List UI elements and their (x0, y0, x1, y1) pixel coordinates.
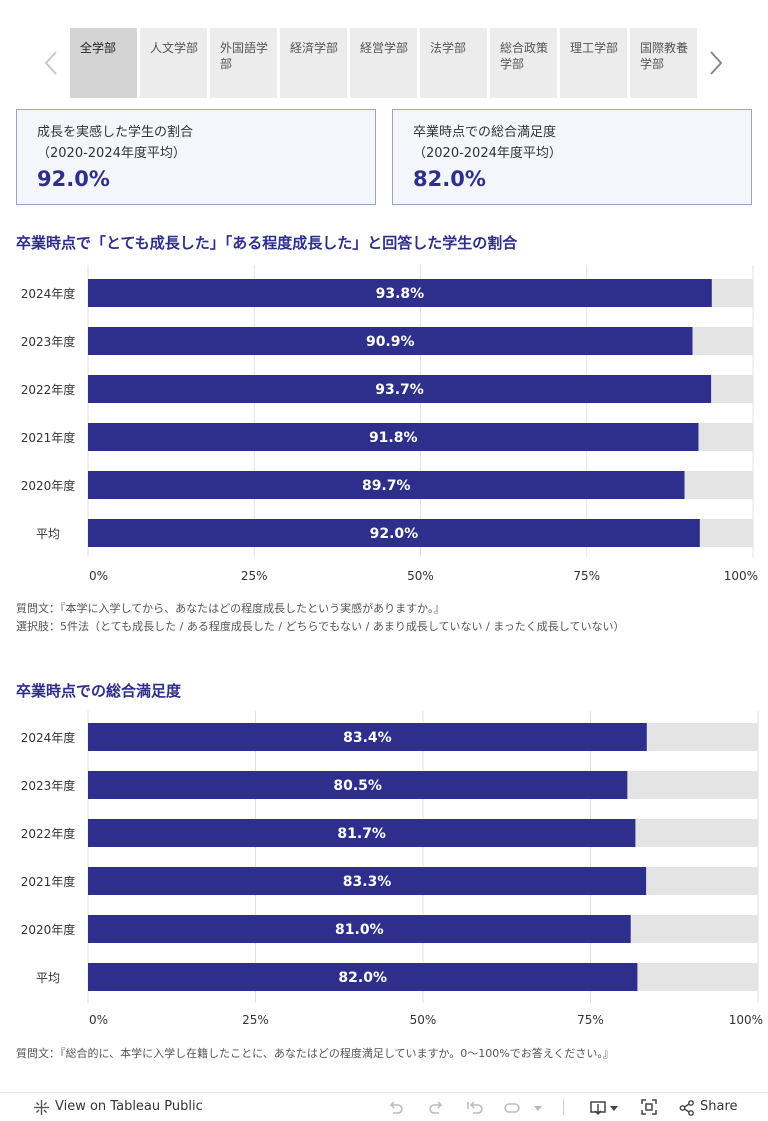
revert-icon[interactable] (466, 1100, 484, 1116)
category-label: 平均 (36, 527, 60, 541)
bar[interactable] (88, 915, 631, 943)
bar-value-label: 83.3% (343, 874, 392, 890)
chart-satisfaction-notes: 質問文：『総合的に、本学に入学し在籍したことに、あなたはどの程度満足していますか… (16, 1045, 614, 1063)
view-on-tableau-link[interactable]: View on Tableau Public (55, 1099, 203, 1114)
bar-value-label: 81.7% (337, 826, 386, 842)
tab-department[interactable]: 全学部 (70, 28, 137, 98)
kpi-growth-label: 成長を実感した学生の割合 （2020-2024年度平均） (37, 125, 194, 161)
x-tick-label: 50% (410, 1013, 437, 1027)
tableau-logo-icon (34, 1100, 49, 1115)
kpi-growth-card: 成長を実感した学生の割合 （2020-2024年度平均） 92.0% (16, 109, 376, 205)
bar[interactable] (88, 471, 685, 499)
kpi-growth-value: 92.0% (37, 167, 110, 191)
category-label: 2024年度 (21, 730, 76, 745)
bar[interactable] (88, 327, 693, 355)
category-label: 2022年度 (21, 826, 76, 841)
category-label: 2020年度 (21, 478, 76, 493)
refresh-icon[interactable] (504, 1100, 544, 1116)
bar-value-label: 89.7% (362, 478, 411, 494)
tab-department[interactable]: 経済学部 (280, 28, 347, 98)
bar[interactable] (88, 723, 647, 751)
bar[interactable] (88, 519, 700, 547)
tab-department[interactable]: 国際教養学部 (630, 28, 697, 98)
share-button[interactable]: Share (700, 1099, 738, 1114)
download-icon[interactable] (590, 1100, 620, 1116)
tab-department[interactable]: 経営学部 (350, 28, 417, 98)
bar[interactable] (88, 279, 712, 307)
department-tabs: 全学部 人文学部 外国語学部 経済学部 経営学部 法学部 総合政策学部 理工学部 国際教養学部 (0, 26, 768, 100)
kpi-satisfaction-card: 卒業時点での総合満足度 （2020-2024年度平均） 82.0% (392, 109, 752, 205)
category-label: 2020年度 (21, 922, 76, 937)
footer-divider (563, 1099, 564, 1115)
bar[interactable] (88, 423, 699, 451)
chart-satisfaction-title: 卒業時点での総合満足度 (16, 682, 182, 700)
x-tick-label: 100% (724, 569, 758, 583)
share-icon[interactable] (679, 1100, 695, 1116)
bar-value-label: 82.0% (338, 970, 387, 986)
category-label: 2021年度 (21, 430, 76, 445)
undo-icon[interactable] (388, 1100, 404, 1116)
tab-department[interactable]: 外国語学部 (210, 28, 277, 98)
tab-department[interactable]: 人文学部 (140, 28, 207, 98)
bar[interactable] (88, 963, 638, 991)
bar-value-label: 80.5% (333, 778, 382, 794)
bar-value-label: 90.9% (366, 334, 415, 350)
x-tick-label: 50% (407, 569, 434, 583)
tableau-footer: View on Tableau Public Share (0, 1092, 768, 1121)
chevron-right-icon[interactable] (703, 48, 727, 78)
bar-value-label: 83.4% (343, 730, 392, 746)
x-tick-label: 100% (729, 1013, 763, 1027)
category-label: 2024年度 (21, 286, 76, 301)
tab-department[interactable]: 法学部 (420, 28, 487, 98)
bar[interactable] (88, 867, 647, 895)
bar-value-label: 92.0% (370, 526, 419, 542)
category-label: 平均 (36, 971, 60, 985)
chart-growth-notes: 質問文：『本学に入学してから、あなたはどの程度成長したという実感がありますか。』… (16, 600, 624, 636)
bar-value-label: 93.8% (376, 286, 425, 302)
chevron-left-icon[interactable] (40, 48, 64, 78)
chart-growth-question: 質問文：『本学に入学してから、あなたはどの程度成長したという実感がありますか。』 (16, 602, 445, 615)
chart-growth-title: 卒業時点で「とても成長した」「ある程度成長した」と回答した学生の割合 (16, 234, 518, 252)
bar-value-label: 93.7% (375, 382, 424, 398)
x-tick-label: 25% (242, 1013, 269, 1027)
kpi-satisfaction-label: 卒業時点での総合満足度 （2020-2024年度平均） (413, 125, 562, 161)
category-label: 2021年度 (21, 874, 76, 889)
bar-value-label: 91.8% (369, 430, 418, 446)
fullscreen-icon[interactable] (641, 1099, 657, 1115)
chart-growth-options: 選択肢：5件法（とても成長した / ある程度成長した / どちらでもない / あ… (16, 620, 625, 633)
bar[interactable] (88, 771, 628, 799)
category-label: 2023年度 (21, 334, 76, 349)
x-tick-label: 0% (89, 569, 108, 583)
chart-growth: 93.8% 2024年度 90.9% 2023年度 93.7% 2022年度 91.8% 20… (21, 265, 758, 583)
x-tick-label: 0% (89, 1013, 108, 1027)
category-label: 2022年度 (21, 382, 76, 397)
redo-icon[interactable] (428, 1100, 444, 1116)
bar-value-label: 81.0% (335, 922, 384, 938)
chart-satisfaction: 83.4% 2024年度 80.5% 2023年度 81.7% 2022年度 83.3% 20… (21, 711, 763, 1027)
x-tick-label: 75% (577, 1013, 604, 1027)
tab-department[interactable]: 総合政策学部 (490, 28, 557, 98)
kpi-satisfaction-value: 82.0% (413, 167, 486, 191)
bar[interactable] (88, 819, 636, 847)
x-tick-label: 25% (241, 569, 268, 583)
x-tick-label: 75% (573, 569, 600, 583)
category-label: 2023年度 (21, 778, 76, 793)
bar[interactable] (88, 375, 712, 403)
chart-satisfaction-question: 質問文：『総合的に、本学に入学し在籍したことに、あなたはどの程度満足していますか… (16, 1047, 614, 1060)
tab-department[interactable]: 理工学部 (560, 28, 627, 98)
